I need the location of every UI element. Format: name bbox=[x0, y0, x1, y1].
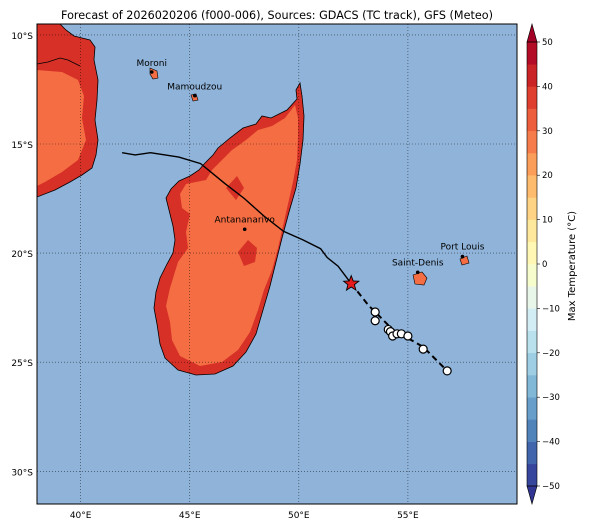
colorbar-segment bbox=[527, 153, 537, 176]
gridlines bbox=[37, 24, 517, 504]
africa-landmass bbox=[37, 24, 99, 198]
lon-tick-label: 40°E bbox=[70, 511, 92, 521]
city-label-moroni: Moroni bbox=[137, 59, 168, 69]
colorbar-tick-label: −50 bbox=[542, 482, 560, 492]
colorbar: 50 40 30 20 10 0 −10 −20 −30 −40 −50 bbox=[526, 22, 560, 506]
map-area: Moroni Mamoudzou Antananarivo Saint-Denis Po… bbox=[37, 24, 517, 504]
colorbar-tick-label: −40 bbox=[542, 438, 560, 448]
colorbar-segment bbox=[527, 64, 537, 87]
colorbar-segment bbox=[527, 308, 537, 331]
lat-tick-label: 10°S bbox=[11, 32, 33, 42]
city-label-saint-denis: Saint-Denis bbox=[392, 258, 444, 268]
track-past-line bbox=[121, 151, 352, 285]
lat-tick-label: 15°S bbox=[11, 141, 33, 151]
ocean bbox=[37, 24, 517, 504]
colorbar-segment bbox=[527, 42, 537, 65]
current-position-star bbox=[342, 274, 361, 292]
colorbar-segment bbox=[527, 286, 537, 309]
lon-tick-label: 45°E bbox=[179, 511, 201, 521]
colorbar-segment bbox=[527, 419, 537, 442]
city-dot-saint-denis bbox=[415, 270, 420, 275]
places-layer: Moroni Mamoudzou Antananarivo Saint-Denis Po… bbox=[137, 59, 485, 275]
forecast-point bbox=[370, 316, 380, 326]
colorbar-segment bbox=[527, 241, 537, 265]
colorbar-segment bbox=[527, 130, 537, 154]
colorbar-min-extend bbox=[526, 485, 538, 506]
cyclone-track bbox=[121, 151, 452, 376]
colorbar-tick-label: −30 bbox=[542, 393, 560, 403]
city-dot-mamoudzou bbox=[192, 93, 197, 98]
forecast-point bbox=[403, 331, 413, 341]
colorbar-segment bbox=[527, 352, 537, 376]
colorbar-segment bbox=[527, 219, 537, 243]
colorbar-segment bbox=[527, 397, 537, 420]
colorbar-tick-label: 10 bbox=[542, 216, 553, 226]
islands bbox=[149, 67, 470, 286]
map-title: Forecast of 2026020206 (f000-006), Sourc… bbox=[61, 9, 493, 22]
lon-tick-label: 50°E bbox=[288, 511, 310, 521]
latitude-ticks: 10°S 15°S 20°S 25°S 30°S bbox=[11, 32, 33, 478]
colorbar-segment bbox=[527, 463, 537, 487]
forecast-point bbox=[418, 344, 428, 354]
lat-tick-label: 20°S bbox=[11, 250, 33, 260]
colorbar-tick-label: 50 bbox=[542, 38, 553, 48]
colorbar-tick-label: −10 bbox=[542, 304, 560, 314]
colorbar-tick-label: 20 bbox=[542, 171, 553, 181]
colorbar-segment bbox=[527, 86, 537, 109]
longitude-ticks: 40°E 45°E 50°E 55°E bbox=[70, 511, 419, 521]
colorbar-tick-label: −20 bbox=[542, 349, 560, 359]
lat-tick-label: 30°S bbox=[11, 468, 33, 478]
colorbar-segment bbox=[527, 264, 537, 287]
city-dot-antananarivo bbox=[242, 227, 247, 232]
map-frame bbox=[36, 23, 518, 505]
city-label-mamoudzou: Mamoudzou bbox=[167, 83, 222, 93]
colorbar-max-extend bbox=[526, 22, 538, 43]
city-dot-port-louis bbox=[460, 254, 465, 259]
colorbar-segment bbox=[527, 330, 537, 354]
colorbar-tick-label: 40 bbox=[542, 82, 553, 92]
forecast-point bbox=[370, 307, 380, 317]
colorbar-tick-label: 0 bbox=[542, 260, 547, 270]
colorbar-label: Max Temperature (°C) bbox=[567, 211, 578, 321]
lat-tick-label: 25°S bbox=[11, 359, 33, 369]
colorbar-segment bbox=[527, 175, 537, 198]
colorbar-segment bbox=[527, 375, 537, 398]
colorbar-tick-label: 30 bbox=[542, 127, 553, 137]
city-label-port-louis: Port Louis bbox=[440, 243, 484, 253]
forecast-point bbox=[442, 366, 452, 376]
colorbar-segment bbox=[527, 197, 537, 220]
colorbar-segment bbox=[527, 108, 537, 132]
lon-tick-label: 55°E bbox=[397, 511, 419, 521]
colorbar-segment bbox=[527, 441, 537, 465]
city-label-antananarivo: Antananarivo bbox=[215, 215, 276, 225]
city-dot-moroni bbox=[149, 70, 154, 74]
